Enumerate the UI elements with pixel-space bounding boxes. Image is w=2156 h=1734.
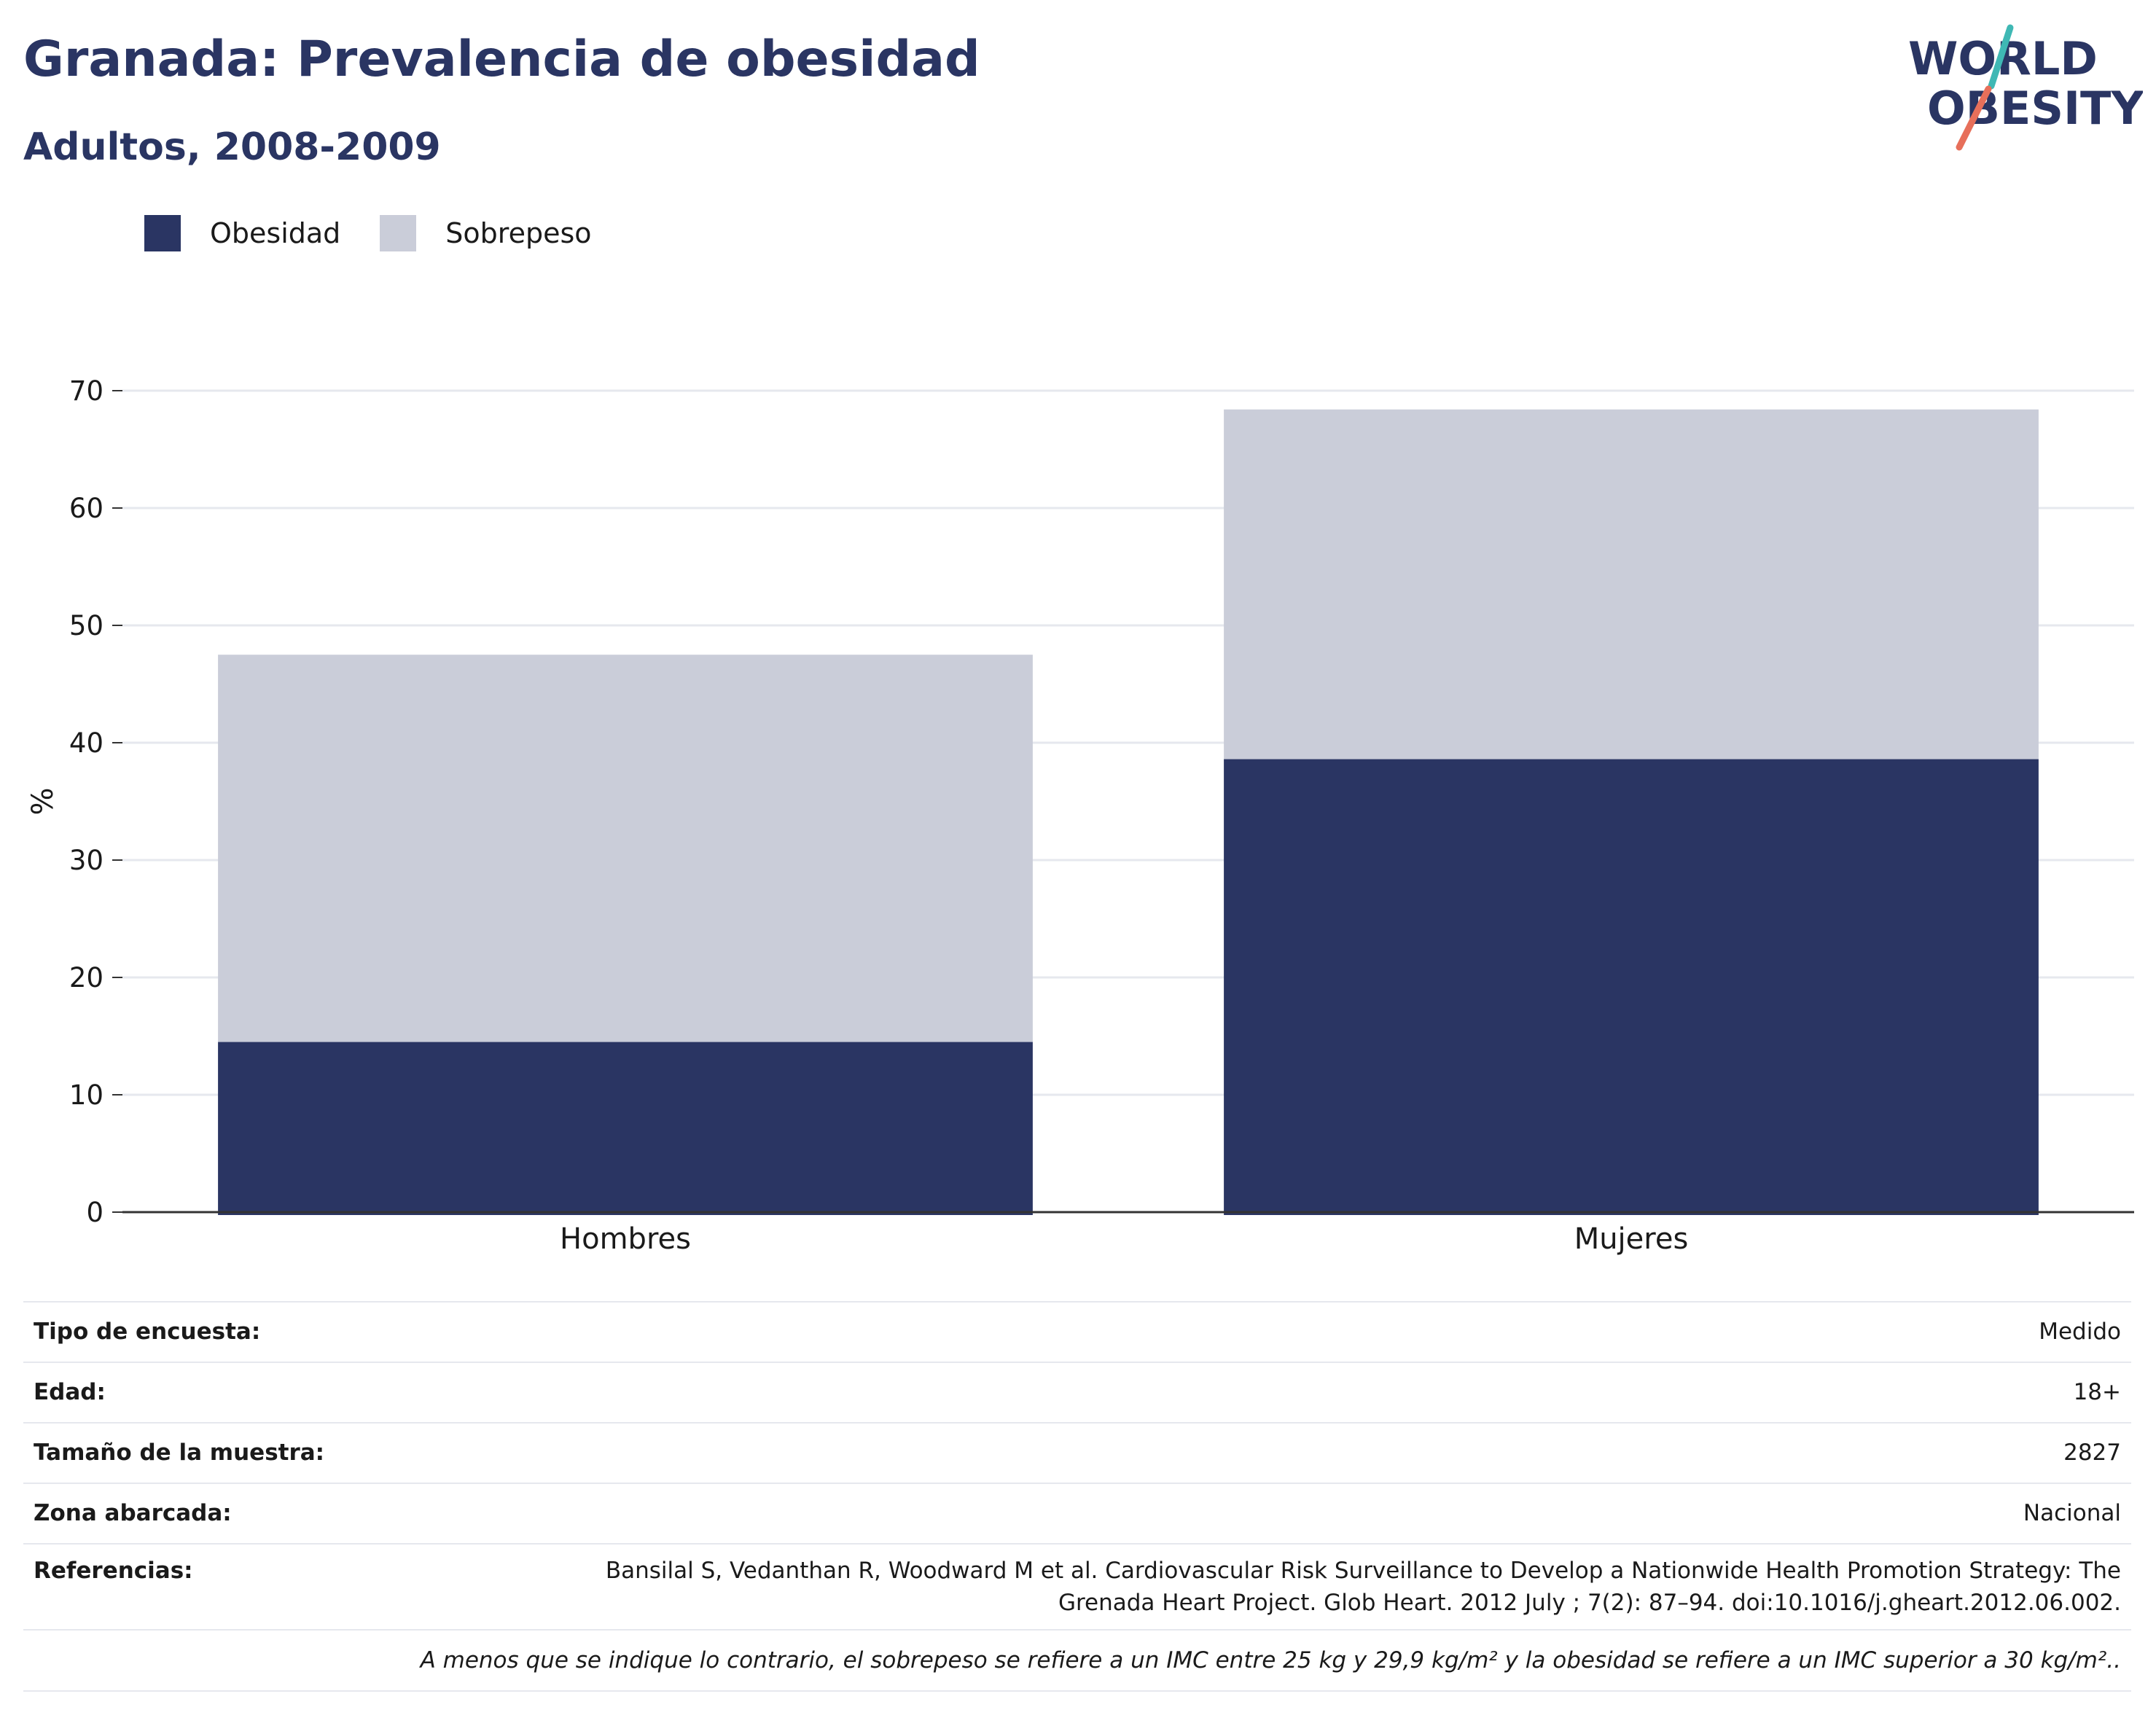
bar-obesidad-hombres xyxy=(218,1042,1033,1215)
logo-slash-coral xyxy=(1956,85,1992,151)
y-tick-label: 70 xyxy=(69,375,103,407)
y-tick-label: 20 xyxy=(69,962,103,993)
info-value: Medido xyxy=(554,1301,2131,1362)
info-value: Nacional xyxy=(554,1483,2131,1544)
info-row: Tamaño de la muestra: 2827 xyxy=(23,1422,2131,1483)
legend-swatch-obesidad xyxy=(144,215,181,251)
bar-chart: 0 10 20 30 40 50 60 70% Hombres Mujeres xyxy=(26,375,2134,1256)
legend-item-sobrepeso[interactable]: Sobrepeso xyxy=(380,215,592,251)
x-tick-label: Hombres xyxy=(560,1222,691,1256)
reference-value: Bansilal S, Vedanthan R, Woodward M et a… xyxy=(554,1543,2131,1630)
info-value: 18+ xyxy=(554,1362,2131,1423)
logo-line2: OBESITY xyxy=(1927,82,2143,135)
legend: Obesidad Sobrepeso xyxy=(144,215,631,251)
info-row: Edad: 18+ xyxy=(23,1362,2131,1423)
info-value: 2827 xyxy=(554,1422,2131,1483)
y-tick-label: 60 xyxy=(69,493,103,524)
legend-label-sobrepeso: Sobrepeso xyxy=(445,217,592,249)
y-axis-label: % xyxy=(26,787,60,815)
info-row: Tipo de encuesta: Medido xyxy=(23,1301,2131,1362)
info-row: Zona abarcada: Nacional xyxy=(23,1483,2131,1544)
reference-key: Referencias: xyxy=(23,1543,554,1630)
logo-slash-teal xyxy=(1988,24,2014,90)
info-key: Tipo de encuesta: xyxy=(23,1301,554,1362)
legend-label-obesidad: Obesidad xyxy=(210,217,341,249)
reference-line-1: Bansilal S, Vedanthan R, Woodward M et a… xyxy=(605,1558,2121,1584)
y-tick-label: 40 xyxy=(69,727,103,759)
legend-item-obesidad[interactable]: Obesidad xyxy=(144,215,340,251)
footnote: A menos que se indique lo contrario, el … xyxy=(23,1629,2131,1692)
note-row: A menos que se indique lo contrario, el … xyxy=(23,1629,2131,1692)
reference-row: Referencias: Bansilal S, Vedanthan R, Woo… xyxy=(23,1543,2131,1630)
bar-sobrepeso-mujeres xyxy=(1224,409,2039,759)
chart-subtitle: Adultos, 2008-2009 xyxy=(23,125,441,169)
y-tick-label: 30 xyxy=(69,845,103,876)
legend-swatch-sobrepeso xyxy=(380,215,417,251)
survey-info-table: Tipo de encuesta: Medido Edad: 18+ Tamaño de… xyxy=(23,1301,2131,1692)
info-key: Tamaño de la muestra: xyxy=(23,1422,554,1483)
info-key: Zona abarcada: xyxy=(23,1483,554,1544)
y-tick-label: 50 xyxy=(69,610,103,641)
y-tick-label: 0 xyxy=(86,1197,103,1228)
chart-title: Granada: Prevalencia de obesidad xyxy=(23,31,980,88)
bar-sobrepeso-hombres xyxy=(218,655,1033,1042)
reference-line-2: Grenada Heart Project. Glob Heart. 2012 … xyxy=(1058,1590,2121,1616)
world-obesity-logo: WORLD OBESITY xyxy=(1908,24,2143,151)
x-tick-label: Mujeres xyxy=(1574,1222,1689,1256)
bar-obesidad-mujeres xyxy=(1224,759,2039,1215)
info-key: Edad: xyxy=(23,1362,554,1423)
y-tick-label: 10 xyxy=(69,1079,103,1111)
